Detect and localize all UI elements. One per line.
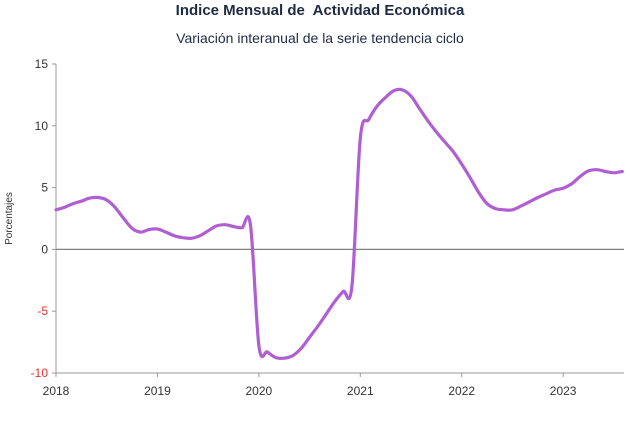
y-tick-label: -10: [31, 366, 49, 380]
x-tick-label: 2019: [144, 384, 171, 398]
x-tick-label: 2018: [43, 384, 70, 398]
y-tick-label: 0: [41, 242, 48, 256]
y-tick-label: 10: [35, 119, 49, 133]
y-axis-title: Porcentajes: [4, 192, 15, 245]
x-tick-label: 2022: [448, 384, 475, 398]
chart-subtitle: Variación interanual de la serie tendenc…: [176, 30, 464, 46]
series-line: [54, 87, 624, 361]
x-tick-label: 2021: [347, 384, 374, 398]
x-tick-label: 2023: [550, 384, 577, 398]
y-tick-label: 5: [41, 181, 48, 195]
chart-title: Indice Mensual de Actividad Económica: [175, 2, 465, 19]
y-tick-label: 15: [35, 57, 49, 71]
x-tick-label: 2020: [246, 384, 273, 398]
y-tick-label: -5: [37, 304, 48, 318]
